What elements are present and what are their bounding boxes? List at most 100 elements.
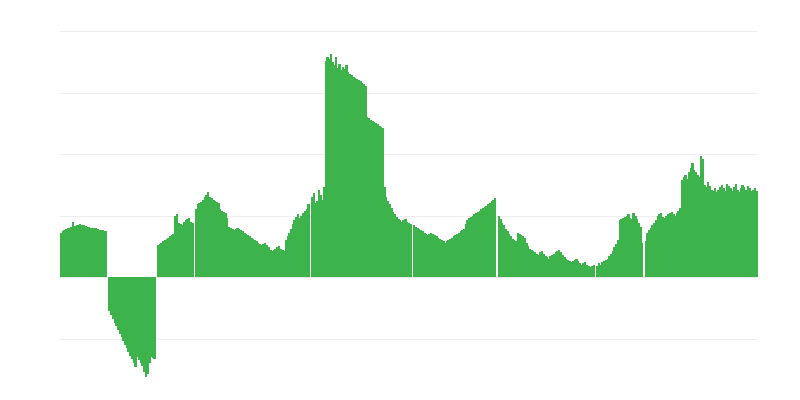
bar — [608, 256, 611, 277]
bar — [750, 190, 753, 277]
bar — [604, 259, 608, 277]
bar — [475, 213, 478, 277]
bar — [111, 277, 115, 319]
bar — [277, 246, 281, 277]
bar — [170, 235, 174, 277]
bar — [386, 200, 390, 277]
bar — [443, 242, 447, 277]
bar — [137, 277, 141, 361]
bar — [99, 230, 103, 277]
bar — [582, 263, 585, 277]
bar — [433, 235, 436, 277]
gridline-y-3 — [60, 216, 757, 217]
bar — [79, 224, 82, 277]
bar — [667, 214, 670, 277]
bar — [373, 122, 376, 277]
bar — [558, 249, 561, 277]
bar — [632, 213, 635, 277]
bar — [464, 224, 468, 277]
bar — [108, 277, 111, 311]
bar — [168, 236, 172, 277]
bar — [149, 277, 153, 357]
gridline-y-2 — [60, 154, 757, 155]
bar — [359, 81, 362, 277]
bar — [412, 225, 416, 277]
bar — [117, 277, 120, 330]
bar — [357, 80, 360, 277]
bar — [490, 200, 493, 277]
bar — [366, 117, 369, 277]
bar — [293, 220, 296, 277]
bar — [494, 198, 497, 277]
bar — [563, 257, 566, 277]
bar — [118, 277, 122, 334]
bar — [383, 187, 386, 277]
bar — [497, 215, 500, 277]
bar — [272, 249, 276, 277]
bar — [587, 265, 590, 277]
bar — [144, 277, 148, 377]
bar — [537, 254, 540, 277]
bar — [694, 172, 698, 277]
bar — [284, 240, 288, 277]
bar — [198, 203, 201, 277]
bar — [734, 183, 737, 277]
bar — [248, 236, 251, 277]
bar — [98, 229, 101, 277]
bar — [661, 216, 665, 277]
bar — [189, 221, 193, 277]
bar — [513, 240, 516, 277]
bar — [528, 248, 532, 277]
bar — [343, 69, 346, 277]
bar — [630, 219, 634, 277]
bar — [205, 194, 208, 277]
bar — [419, 230, 423, 277]
bar — [89, 227, 92, 277]
bar — [480, 209, 483, 277]
bar — [693, 169, 696, 277]
bar — [445, 241, 448, 277]
bar — [341, 66, 345, 277]
bar — [450, 237, 454, 277]
bar — [565, 258, 568, 277]
bar — [298, 217, 301, 277]
bar — [94, 228, 97, 277]
bar — [338, 64, 341, 277]
bar — [616, 240, 620, 277]
bar — [601, 262, 604, 277]
bar — [340, 70, 343, 277]
bar — [87, 227, 90, 277]
bar — [644, 241, 647, 277]
bar — [751, 189, 755, 277]
bar — [201, 199, 205, 277]
bar — [129, 277, 132, 356]
bar — [134, 277, 137, 367]
bar — [369, 119, 372, 277]
bar — [613, 247, 616, 277]
bar — [208, 197, 212, 277]
bar — [91, 227, 94, 277]
bar — [679, 208, 682, 277]
bar — [162, 241, 165, 277]
bar — [333, 65, 336, 277]
bar — [151, 277, 154, 359]
bar — [609, 253, 613, 277]
bar — [376, 124, 379, 277]
bar — [502, 225, 506, 277]
bar — [566, 259, 570, 277]
bar — [592, 264, 596, 277]
bar — [501, 222, 504, 277]
bar — [72, 221, 75, 277]
bar — [732, 187, 736, 277]
bar — [478, 210, 481, 277]
bar — [648, 230, 651, 277]
bar — [705, 187, 708, 277]
bar — [533, 252, 537, 277]
bar — [381, 128, 385, 277]
bar — [243, 232, 246, 277]
bar — [85, 226, 89, 277]
bar — [184, 220, 187, 277]
bar — [385, 197, 388, 277]
bar — [521, 236, 525, 277]
bar — [506, 231, 509, 277]
